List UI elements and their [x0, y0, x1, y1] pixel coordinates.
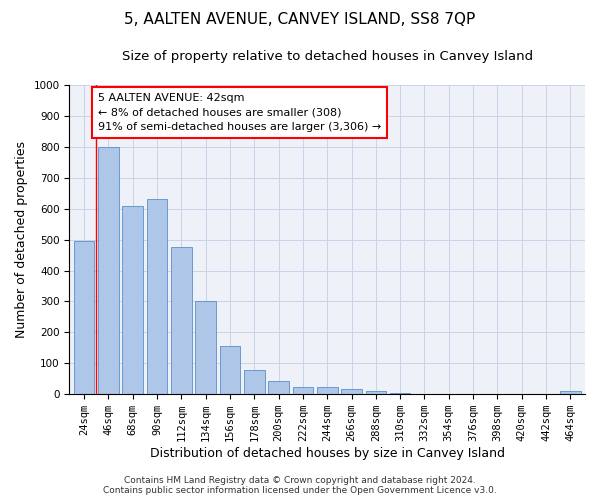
- Bar: [365, 391, 386, 394]
- Text: 5 AALTEN AVENUE: 42sqm
← 8% of detached houses are smaller (308)
91% of semi-det: 5 AALTEN AVENUE: 42sqm ← 8% of detached …: [98, 92, 381, 132]
- Bar: [341, 389, 362, 394]
- Bar: [122, 206, 143, 394]
- Bar: [560, 391, 581, 394]
- Bar: [220, 346, 240, 394]
- Text: 5, AALTEN AVENUE, CANVEY ISLAND, SS8 7QP: 5, AALTEN AVENUE, CANVEY ISLAND, SS8 7QP: [124, 12, 476, 28]
- X-axis label: Distribution of detached houses by size in Canvey Island: Distribution of detached houses by size …: [150, 447, 505, 460]
- Bar: [268, 380, 289, 394]
- Bar: [171, 248, 191, 394]
- Bar: [74, 241, 94, 394]
- Text: Contains HM Land Registry data © Crown copyright and database right 2024.
Contai: Contains HM Land Registry data © Crown c…: [103, 476, 497, 495]
- Bar: [146, 200, 167, 394]
- Bar: [293, 388, 313, 394]
- Bar: [390, 392, 410, 394]
- Bar: [98, 147, 119, 394]
- Bar: [317, 388, 338, 394]
- Bar: [244, 370, 265, 394]
- Y-axis label: Number of detached properties: Number of detached properties: [15, 141, 28, 338]
- Bar: [195, 301, 216, 394]
- Title: Size of property relative to detached houses in Canvey Island: Size of property relative to detached ho…: [122, 50, 533, 63]
